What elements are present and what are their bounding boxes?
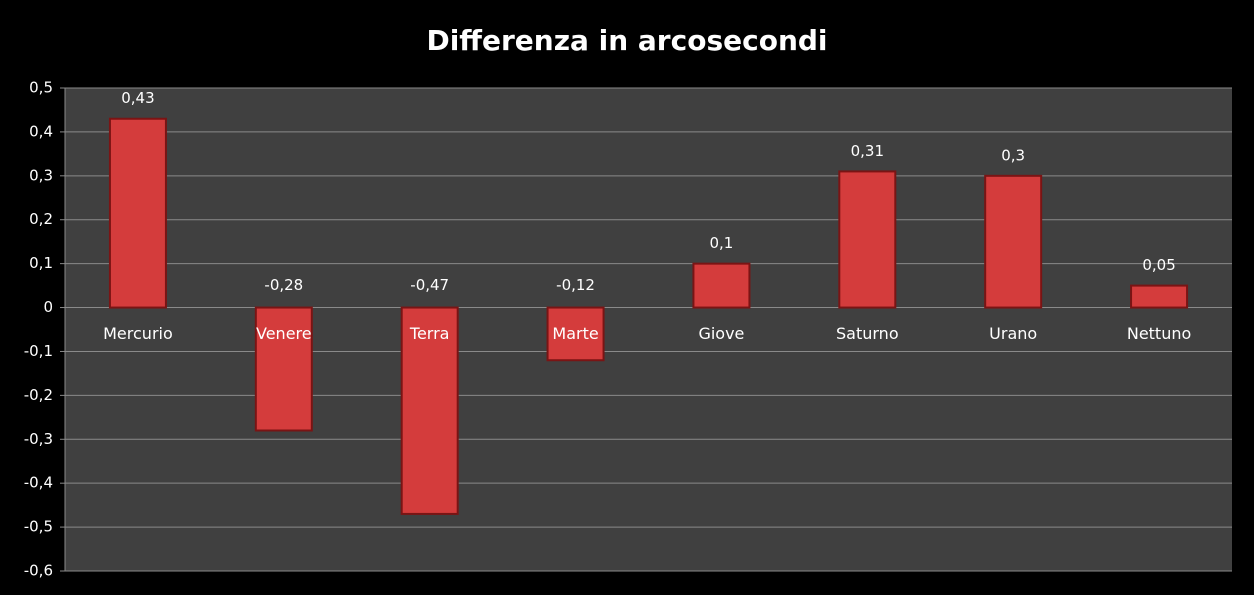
bar	[1130, 284, 1189, 309]
bar	[108, 117, 167, 309]
y-tick-label: -0,4	[24, 474, 53, 492]
value-label: 0,31	[851, 142, 884, 160]
x-tick-label: Saturno	[836, 324, 899, 343]
x-tick-label: Nettuno	[1127, 324, 1191, 343]
chart-title: Differenza in arcosecondi	[426, 24, 827, 57]
bar	[254, 306, 313, 432]
x-tick-label: Mercurio	[103, 324, 173, 343]
bar	[400, 306, 459, 515]
y-tick-label: 0,2	[29, 210, 53, 228]
y-tick-label: -0,1	[24, 342, 53, 360]
y-tick-label: -0,2	[24, 386, 53, 404]
y-tick-label: 0,3	[29, 166, 53, 184]
bar	[546, 306, 605, 362]
x-tick-label: Terra	[409, 324, 450, 343]
value-label: -0,47	[410, 276, 449, 294]
y-tick-label: -0,5	[24, 518, 53, 536]
y-tick-label: -0,3	[24, 430, 53, 448]
y-tick-label: 0,1	[29, 254, 53, 272]
y-tick-label: -0,6	[24, 562, 53, 580]
bar	[692, 262, 751, 309]
value-label: -0,28	[264, 276, 303, 294]
x-tick-label: Marte	[552, 324, 598, 343]
x-tick-label: Urano	[989, 324, 1037, 343]
value-label: 0,05	[1142, 256, 1175, 274]
y-tick-label: 0,5	[29, 79, 53, 97]
y-tick-label: 0,4	[29, 122, 53, 140]
bar	[984, 174, 1043, 309]
value-label: 0,1	[710, 234, 734, 252]
value-label: -0,12	[556, 276, 595, 294]
value-label: 0,43	[121, 89, 154, 107]
plot-area	[65, 88, 1232, 571]
x-tick-label: Giove	[698, 324, 744, 343]
bar	[838, 170, 897, 309]
y-tick-label: 0	[43, 298, 53, 316]
value-label: 0,3	[1001, 146, 1025, 164]
x-tick-label: Venere	[256, 324, 312, 343]
